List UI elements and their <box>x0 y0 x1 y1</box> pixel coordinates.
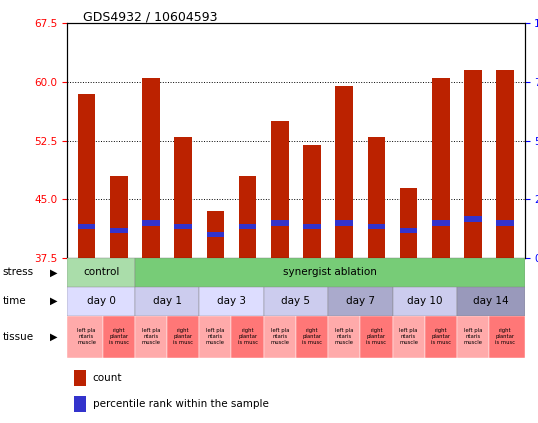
Text: right
plantar
is musc: right plantar is musc <box>173 328 193 345</box>
Text: left pla
ntaris
muscle: left pla ntaris muscle <box>399 328 418 345</box>
Text: percentile rank within the sample: percentile rank within the sample <box>93 399 269 409</box>
Bar <box>497 220 514 225</box>
Bar <box>74 370 87 386</box>
Bar <box>77 224 95 229</box>
Text: control: control <box>83 267 119 277</box>
Bar <box>489 316 525 358</box>
Bar <box>207 211 224 258</box>
Text: day 0: day 0 <box>87 296 116 306</box>
Bar <box>239 176 257 258</box>
Text: day 5: day 5 <box>281 296 310 306</box>
Bar <box>303 224 321 229</box>
Bar <box>231 316 264 358</box>
Bar <box>174 137 192 258</box>
Text: ▶: ▶ <box>50 332 58 342</box>
Bar <box>103 316 135 358</box>
Text: left pla
ntaris
muscle: left pla ntaris muscle <box>141 328 160 345</box>
Bar <box>271 220 289 225</box>
Bar <box>335 220 353 225</box>
Text: day 14: day 14 <box>473 296 508 306</box>
Bar <box>74 396 87 412</box>
Text: right
plantar
is musc: right plantar is musc <box>109 328 129 345</box>
Bar <box>367 224 385 229</box>
Text: left pla
ntaris
muscle: left pla ntaris muscle <box>206 328 225 345</box>
Bar <box>360 316 393 358</box>
Bar <box>303 145 321 258</box>
Bar <box>464 70 482 258</box>
Bar <box>142 220 160 225</box>
Bar <box>393 316 424 358</box>
Text: GDS4932 / 10604593: GDS4932 / 10604593 <box>83 11 218 24</box>
Bar <box>135 258 525 287</box>
Text: left pla
ntaris
muscle: left pla ntaris muscle <box>335 328 353 345</box>
Text: right
plantar
is musc: right plantar is musc <box>238 328 258 345</box>
Bar <box>110 228 128 233</box>
Bar <box>457 287 525 316</box>
Text: stress: stress <box>3 267 34 277</box>
Bar <box>264 316 296 358</box>
Text: day 1: day 1 <box>153 296 182 306</box>
Bar <box>199 316 231 358</box>
Text: left pla
ntaris
muscle: left pla ntaris muscle <box>77 328 96 345</box>
Bar <box>135 287 199 316</box>
Text: ▶: ▶ <box>50 296 58 306</box>
Bar <box>432 78 450 258</box>
Text: right
plantar
is musc: right plantar is musc <box>302 328 322 345</box>
Text: day 10: day 10 <box>407 296 442 306</box>
Bar <box>271 121 289 258</box>
Bar <box>135 316 167 358</box>
Text: day 3: day 3 <box>217 296 246 306</box>
Bar <box>67 258 135 287</box>
Text: left pla
ntaris
muscle: left pla ntaris muscle <box>270 328 289 345</box>
Bar <box>239 224 257 229</box>
Bar <box>393 287 457 316</box>
Text: right
plantar
is musc: right plantar is musc <box>366 328 386 345</box>
Bar <box>207 232 224 237</box>
Text: right
plantar
is musc: right plantar is musc <box>431 328 451 345</box>
Text: right
plantar
is musc: right plantar is musc <box>495 328 515 345</box>
Bar <box>464 216 482 222</box>
Bar <box>199 287 264 316</box>
Bar <box>142 78 160 258</box>
Bar <box>400 188 417 258</box>
Bar <box>400 228 417 233</box>
Text: day 7: day 7 <box>346 296 375 306</box>
Bar <box>335 86 353 258</box>
Bar <box>67 316 103 358</box>
Bar <box>110 176 128 258</box>
Bar <box>167 316 199 358</box>
Bar <box>432 220 450 225</box>
Bar <box>264 287 328 316</box>
Text: synergist ablation: synergist ablation <box>283 267 377 277</box>
Text: time: time <box>3 296 26 306</box>
Text: ▶: ▶ <box>50 267 58 277</box>
Bar <box>328 316 360 358</box>
Bar <box>457 316 489 358</box>
Bar <box>424 316 457 358</box>
Text: count: count <box>93 373 122 383</box>
Bar <box>77 94 95 258</box>
Bar <box>296 316 328 358</box>
Bar <box>497 70 514 258</box>
Bar <box>174 224 192 229</box>
Text: left pla
ntaris
muscle: left pla ntaris muscle <box>464 328 483 345</box>
Bar <box>328 287 393 316</box>
Bar <box>67 287 135 316</box>
Text: tissue: tissue <box>3 332 34 342</box>
Bar <box>367 137 385 258</box>
